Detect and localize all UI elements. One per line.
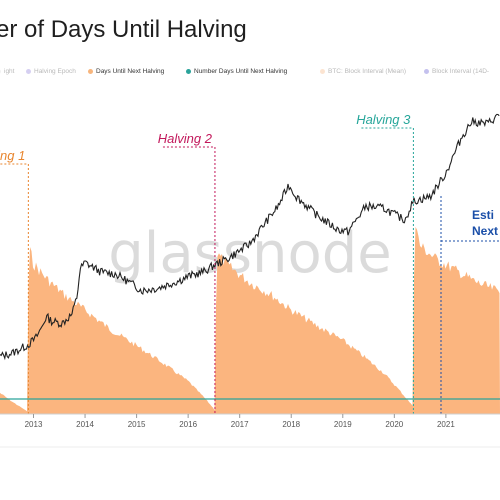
legend-label: Number Days Until Next Halving [194, 68, 288, 75]
x-tick-label: 2015 [128, 420, 146, 429]
legend-label: Halving Epoch [34, 68, 76, 75]
legend-label: BTC: Block Interval (Mean) [328, 68, 407, 75]
x-tick-label: 2017 [231, 420, 249, 429]
estimate-label: Esti [472, 208, 494, 222]
btc-price-line [0, 113, 500, 361]
legend-item[interactable]: Days Until Next Halving [88, 68, 164, 75]
estimate-label: Next [472, 224, 498, 238]
halving-label: Halving 1 [0, 148, 25, 163]
legend-item[interactable]: Number Days Until Next Halving [186, 68, 287, 75]
legend-item[interactable]: BTC: Block Interval (Mean) [320, 68, 406, 75]
legend-label: Days Until Next Halving [96, 68, 165, 75]
halving-label: Halving 3 [356, 112, 411, 127]
halving-label: Halving 2 [158, 131, 213, 146]
x-tick-label: 2014 [76, 420, 94, 429]
x-tick-label: 2013 [25, 420, 43, 429]
legend-swatch [424, 69, 429, 74]
legend-swatch [88, 69, 93, 74]
legend: ight Halving Epoch Days Until Next Halving… [0, 68, 500, 82]
legend-swatch [320, 69, 325, 74]
x-tick-label: 2016 [179, 420, 197, 429]
days-until-halving-area [0, 226, 500, 414]
legend-swatch [0, 69, 1, 74]
legend-label: Block Interval (14D- [432, 68, 490, 75]
legend-item[interactable]: ight [0, 68, 14, 75]
watermark: glassnode [108, 221, 392, 286]
x-tick-label: 2020 [385, 420, 403, 429]
legend-swatch [186, 69, 191, 74]
x-tick-label: 2019 [334, 420, 352, 429]
x-tick-label: 2021 [437, 420, 455, 429]
chart-title: er of Days Until Halving [0, 16, 247, 43]
legend-item[interactable]: Halving Epoch [26, 68, 76, 75]
legend-swatch [26, 69, 31, 74]
legend-label: ight [4, 68, 15, 75]
legend-item[interactable]: Block Interval (14D- [424, 68, 489, 75]
x-tick-label: 2018 [282, 420, 300, 429]
